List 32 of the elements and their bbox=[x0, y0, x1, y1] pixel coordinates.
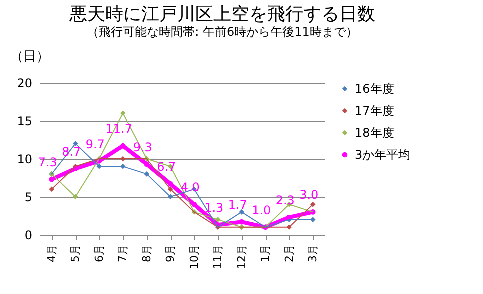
x-tick-label: 11月 bbox=[212, 244, 225, 270]
data-label: 1.7 bbox=[228, 198, 248, 212]
chart-subtitle: （飛行可能な時間帯: 午前6時から午後11時まで） bbox=[87, 25, 358, 39]
data-label: 4.0 bbox=[180, 180, 200, 195]
data-label: 1.3 bbox=[204, 201, 224, 216]
legend-label: 17年度 bbox=[355, 104, 394, 118]
y-tick-label: 5 bbox=[24, 190, 32, 204]
x-tick-label: 9月 bbox=[164, 244, 178, 262]
legend-label: 18年度 bbox=[355, 126, 394, 140]
x-tick-label: 3月 bbox=[306, 244, 320, 262]
legend-label: 16年度 bbox=[355, 82, 394, 96]
x-tick-label: 4月 bbox=[45, 244, 58, 262]
y-tick-label: 10 bbox=[17, 152, 32, 166]
x-tick-label: 8月 bbox=[140, 244, 154, 262]
data-label: 3.0 bbox=[300, 188, 319, 202]
data-label: 9.7 bbox=[86, 137, 105, 152]
x-tick-label: 5月 bbox=[69, 244, 82, 262]
x-tick-label: 6月 bbox=[92, 244, 106, 262]
x-tick-label: 7月 bbox=[116, 244, 130, 262]
legend-label: 3か年平均 bbox=[355, 148, 411, 162]
data-label: 2.3 bbox=[276, 194, 295, 208]
chart-title: 悪天時に江戸川区上空を飛行する日数 bbox=[68, 4, 376, 25]
y-tick-label: 15 bbox=[17, 114, 32, 128]
x-tick-label: 12月 bbox=[235, 244, 248, 270]
data-label: 7.3 bbox=[38, 156, 58, 170]
x-tick-label: 2月 bbox=[282, 244, 296, 262]
y-axis-title: （日） bbox=[10, 50, 50, 64]
y-tick-label: 20 bbox=[17, 76, 32, 90]
x-tick-label: 1月 bbox=[259, 244, 272, 262]
data-label: 1.0 bbox=[252, 203, 272, 218]
x-tick-label: 10月 bbox=[188, 244, 201, 270]
y-tick-label: 0 bbox=[24, 228, 32, 242]
